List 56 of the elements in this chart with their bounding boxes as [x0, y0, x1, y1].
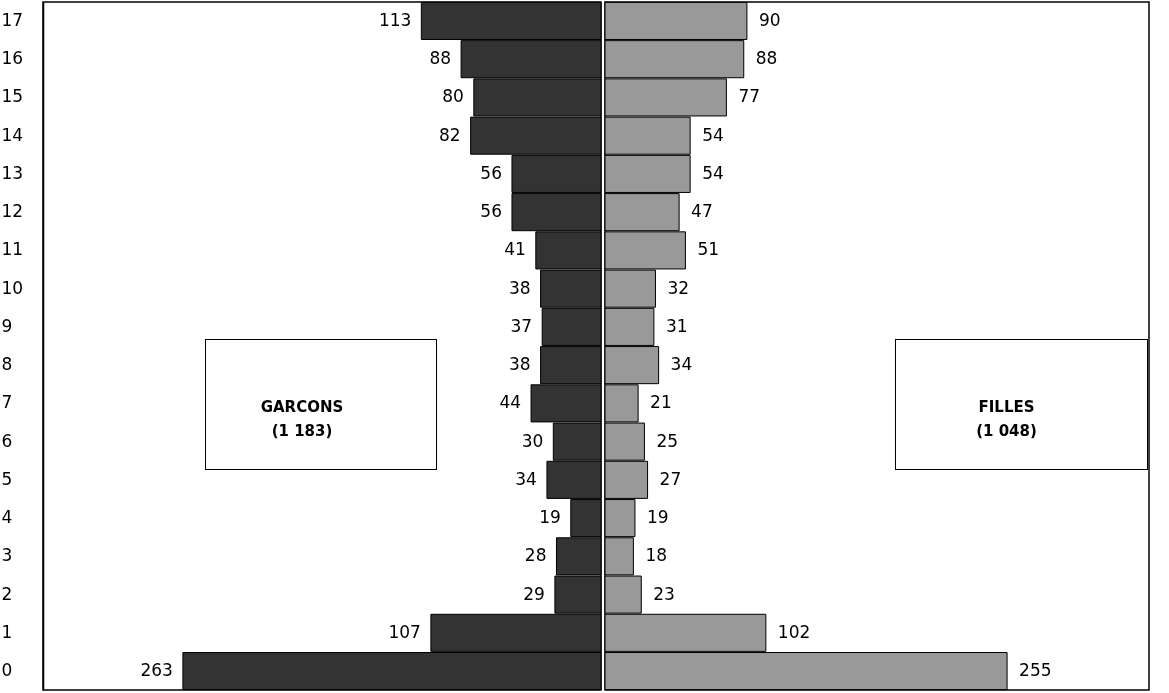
y-tick-label: 8	[1, 354, 13, 375]
data-label: 34	[515, 468, 537, 489]
y-tick-label: 6	[1, 430, 13, 451]
data-label: 34	[670, 354, 693, 375]
data-label: 28	[524, 545, 547, 566]
data-label: 77	[738, 86, 761, 107]
data-label: 54	[702, 124, 724, 145]
data-label: 88	[429, 48, 452, 69]
data-label: 32	[667, 277, 690, 298]
data-label: 47	[691, 201, 713, 222]
data-label: 19	[646, 507, 669, 528]
text: GARCONS (1 183)	[260, 397, 344, 440]
data-label: 113	[378, 9, 412, 30]
y-tick-label: 11	[1, 239, 24, 260]
data-label: 25	[656, 430, 679, 451]
data-label: 263	[140, 660, 173, 681]
y-tick-label: 9	[1, 315, 13, 336]
data-label: 23	[653, 583, 675, 604]
y-tick-label: 14	[1, 124, 24, 145]
y-tick-label: 2	[1, 583, 13, 604]
data-label: 88	[755, 48, 778, 69]
data-label: 19	[539, 507, 561, 528]
y-tick-label: 0	[1, 660, 13, 681]
y-tick-label: 7	[1, 392, 13, 413]
data-label: 255	[1019, 660, 1052, 681]
data-label: 80	[442, 86, 464, 107]
data-label: 44	[499, 392, 522, 413]
data-label: 56	[480, 201, 502, 222]
data-label: 90	[758, 9, 781, 30]
data-label: 51	[697, 239, 720, 260]
data-label: 38	[508, 354, 531, 375]
data-label: 21	[650, 392, 672, 413]
data-label: 41	[504, 239, 526, 260]
y-tick-label: 15	[1, 86, 24, 107]
data-label: 102	[777, 621, 811, 642]
y-tick-label: 3	[1, 545, 13, 566]
data-label: 82	[439, 124, 461, 145]
y-tick-label: 17	[1, 9, 24, 30]
data-label: 107	[388, 621, 421, 642]
y-tick-label: 10	[1, 277, 24, 298]
data-label: 31	[665, 315, 688, 336]
y-tick-label: 13	[1, 162, 24, 183]
y-tick-label: 5	[1, 468, 13, 489]
data-label: 38	[508, 277, 531, 298]
data-label: 37	[510, 315, 533, 336]
data-label: 54	[702, 162, 724, 183]
data-label: 29	[523, 583, 545, 604]
data-label: 30	[521, 430, 544, 451]
data-label: 27	[659, 468, 682, 489]
y-tick-label: 1	[1, 621, 13, 642]
text: FILLES (1 048)	[976, 397, 1037, 440]
data-label: 18	[645, 545, 668, 566]
data-label: 56	[480, 162, 502, 183]
y-tick-label: 4	[1, 507, 13, 528]
y-tick-label: 12	[1, 201, 24, 222]
y-tick-label: 16	[1, 48, 24, 69]
